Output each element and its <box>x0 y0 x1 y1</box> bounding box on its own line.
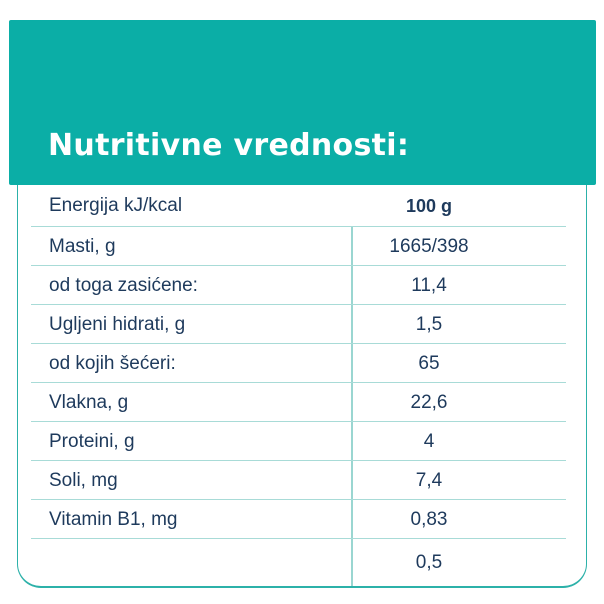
table-row: 0,5 <box>18 539 586 586</box>
table-row: Masti, g 1665/398 <box>18 227 586 266</box>
title-banner: Nutritivne vrednosti: <box>9 20 596 185</box>
row-label: Energija kJ/kcal <box>49 195 183 216</box>
table-row: Vitamin B1, mg 0,83 <box>18 500 586 539</box>
row-label: od toga zasićene: <box>49 274 198 296</box>
row-label: Soli, mg <box>49 469 118 491</box>
page-title: Nutritivne vrednosti: <box>48 127 410 163</box>
row-value: 7,4 <box>415 469 443 491</box>
row-label: od kojih šećeri: <box>49 352 176 374</box>
nutrition-table: Energija kJ/kcal 100 g Masti, g 1665/398… <box>17 185 587 588</box>
row-value: 1665/398 <box>389 235 469 257</box>
table-row: Soli, mg 7,4 <box>18 461 586 500</box>
row-label: Ugljeni hidrati, g <box>49 313 186 335</box>
column-header-100g: 100 g <box>405 195 453 216</box>
column-separator <box>351 227 353 586</box>
row-value: 0,83 <box>410 508 448 530</box>
row-value: 65 <box>418 352 440 374</box>
row-value: 22,6 <box>410 391 448 413</box>
row-label: Masti, g <box>49 235 116 257</box>
table-row: od kojih šećeri: 65 <box>18 344 586 383</box>
table-row: Ugljeni hidrati, g 1,5 <box>18 305 586 344</box>
table-row: Proteini, g 4 <box>18 422 586 461</box>
row-value: 11,4 <box>411 274 447 296</box>
row-label: Proteini, g <box>49 430 135 452</box>
row-value: 0,5 <box>415 551 443 573</box>
row-value: 1,5 <box>415 313 443 335</box>
row-label: Vlakna, g <box>49 391 129 413</box>
table-row: Energija kJ/kcal 100 g <box>18 185 586 227</box>
row-value: 4 <box>423 430 435 452</box>
table-row: od toga zasićene: 11,4 <box>18 266 586 305</box>
row-label: Vitamin B1, mg <box>49 508 178 530</box>
table-row: Vlakna, g 22,6 <box>18 383 586 422</box>
